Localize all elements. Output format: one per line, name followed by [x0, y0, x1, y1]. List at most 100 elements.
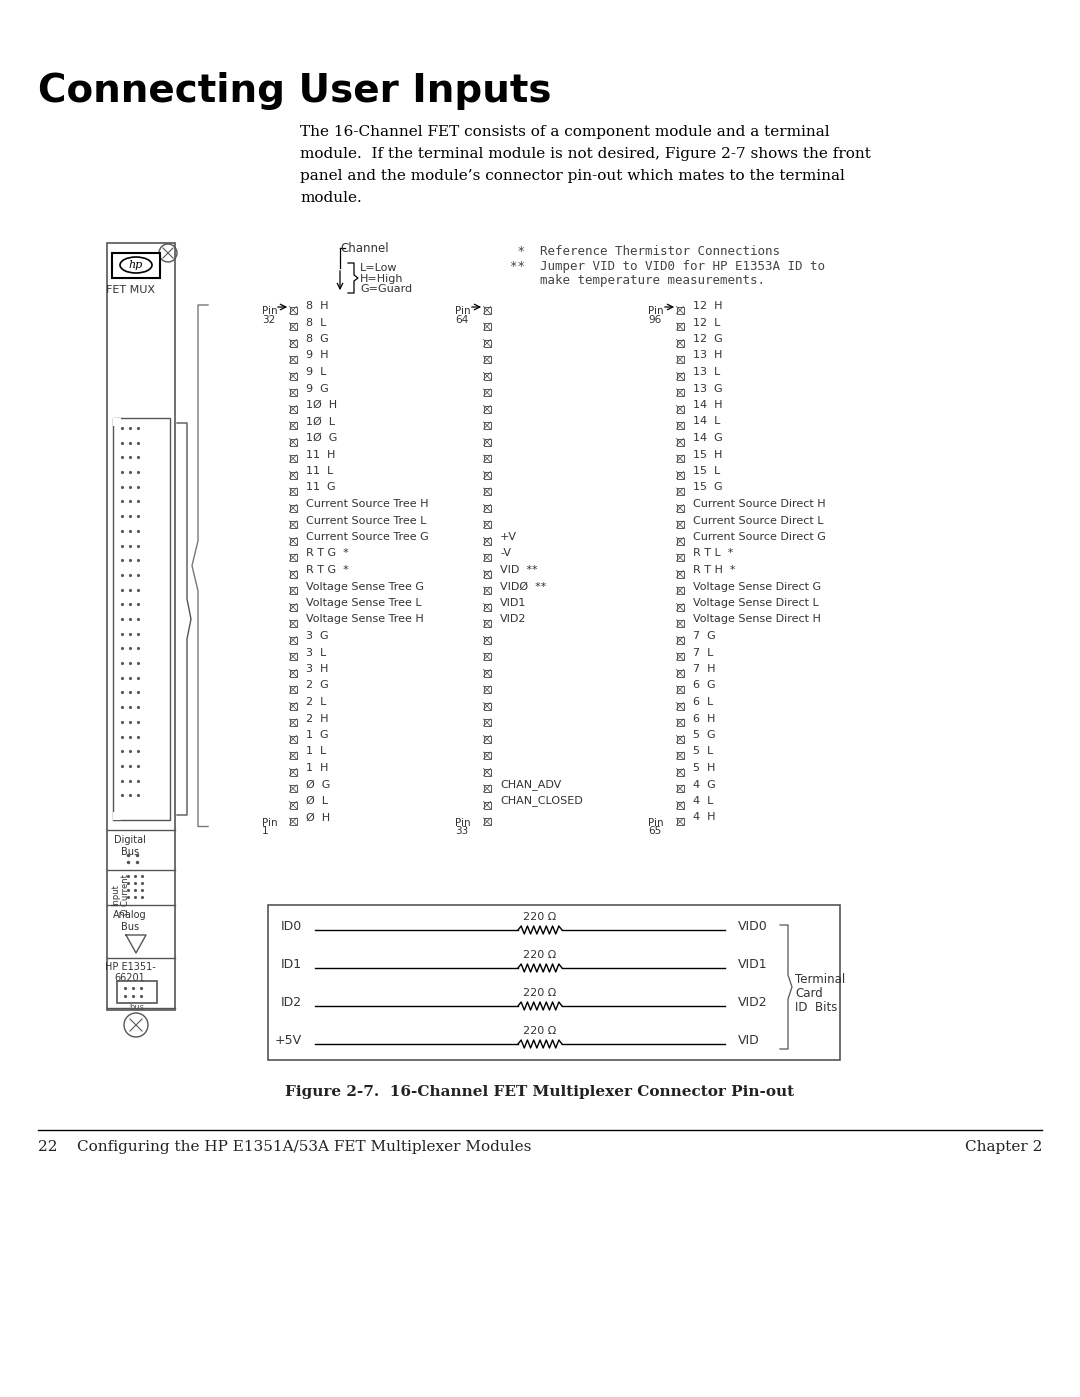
Bar	[289, 472, 297, 479]
Text: -V: -V	[500, 549, 511, 559]
Text: Ω Current: Ω Current	[121, 875, 131, 915]
Bar	[112, 253, 160, 278]
Text: 5  G: 5 G	[693, 731, 716, 740]
Bar	[484, 388, 490, 395]
Bar	[676, 373, 684, 380]
Text: 8  H: 8 H	[306, 300, 328, 312]
Bar	[117, 981, 157, 1003]
Text: Pin: Pin	[262, 817, 278, 827]
Text: H=High: H=High	[360, 274, 404, 284]
Bar	[676, 768, 684, 775]
Bar	[676, 587, 684, 594]
Bar	[484, 703, 490, 710]
Bar	[484, 323, 490, 330]
Text: 65: 65	[648, 827, 661, 837]
Bar	[107, 243, 175, 1010]
Bar	[289, 538, 297, 545]
Text: 13  H: 13 H	[693, 351, 723, 360]
Text: 14  H: 14 H	[693, 400, 723, 409]
Text: Voltage Sense Direct H: Voltage Sense Direct H	[693, 615, 821, 624]
Text: VID1: VID1	[500, 598, 526, 608]
Text: FET MUX: FET MUX	[106, 285, 154, 295]
Bar	[289, 652, 297, 659]
Text: Input: Input	[111, 884, 121, 905]
Bar	[113, 812, 121, 820]
Text: 64: 64	[455, 314, 469, 326]
Text: 1  G: 1 G	[306, 731, 328, 740]
Text: Pin: Pin	[455, 306, 471, 316]
Text: Voltage Sense Tree H: Voltage Sense Tree H	[306, 615, 423, 624]
Text: make temperature measurements.: make temperature measurements.	[510, 274, 765, 286]
Text: Ø  H: Ø H	[306, 813, 330, 823]
Text: Voltage Sense Direct L: Voltage Sense Direct L	[693, 598, 819, 608]
Bar	[289, 504, 297, 511]
Bar	[676, 504, 684, 511]
Bar	[676, 555, 684, 562]
Bar	[289, 339, 297, 346]
Bar	[289, 488, 297, 495]
Bar	[484, 802, 490, 809]
Bar	[676, 620, 684, 627]
Bar	[484, 819, 490, 826]
Bar	[484, 555, 490, 562]
Text: CHAN_ADV: CHAN_ADV	[500, 780, 562, 789]
Bar	[289, 439, 297, 446]
Text: 15  H: 15 H	[693, 450, 723, 460]
Text: Pin: Pin	[455, 817, 471, 827]
Bar	[676, 388, 684, 395]
Text: hp: hp	[129, 260, 144, 270]
Bar	[289, 306, 297, 313]
Bar	[289, 719, 297, 726]
Bar	[676, 538, 684, 545]
Bar	[484, 439, 490, 446]
Bar	[484, 686, 490, 693]
Text: ID1: ID1	[281, 957, 302, 971]
Text: 7  G: 7 G	[693, 631, 716, 641]
Text: Digital
Bus: Digital Bus	[114, 835, 146, 856]
Text: 12  L: 12 L	[693, 317, 720, 327]
Text: 11  L: 11 L	[306, 467, 334, 476]
Text: 2  G: 2 G	[306, 680, 328, 690]
Text: ID  Bits: ID Bits	[795, 1002, 837, 1014]
Text: 6  H: 6 H	[693, 714, 715, 724]
Bar	[484, 504, 490, 511]
Bar	[484, 652, 490, 659]
Bar	[484, 637, 490, 644]
Text: VID  **: VID **	[500, 564, 538, 576]
Text: 5  H: 5 H	[693, 763, 715, 773]
Bar	[484, 488, 490, 495]
Text: *  Reference Thermistor Connections: * Reference Thermistor Connections	[510, 244, 780, 258]
Text: panel and the module’s connector pin-out which mates to the terminal: panel and the module’s connector pin-out…	[300, 169, 845, 183]
Text: R T G  *: R T G *	[306, 564, 349, 576]
Text: Current Source Tree L: Current Source Tree L	[306, 515, 427, 525]
Bar	[484, 587, 490, 594]
Text: Current Source Direct G: Current Source Direct G	[693, 532, 826, 542]
Bar	[289, 703, 297, 710]
Bar	[676, 652, 684, 659]
Text: 15  G: 15 G	[693, 482, 723, 493]
Bar	[484, 620, 490, 627]
Text: Connecting User Inputs: Connecting User Inputs	[38, 73, 552, 110]
Text: VID0: VID0	[738, 919, 768, 933]
Text: Pin: Pin	[262, 306, 278, 316]
Text: Figure 2-7.  16-Channel FET Multiplexer Connector Pin-out: Figure 2-7. 16-Channel FET Multiplexer C…	[285, 1085, 795, 1099]
Bar	[676, 819, 684, 826]
Text: 8  L: 8 L	[306, 317, 326, 327]
Bar	[484, 405, 490, 412]
Text: 12  G: 12 G	[693, 334, 723, 344]
Text: 1Ø  L: 1Ø L	[306, 416, 335, 426]
Text: ID2: ID2	[281, 996, 302, 1009]
Text: Voltage Sense Tree L: Voltage Sense Tree L	[306, 598, 421, 608]
Text: 220 Ω: 220 Ω	[524, 988, 556, 997]
Text: 14  G: 14 G	[693, 433, 723, 443]
Text: R T L  *: R T L *	[693, 549, 733, 559]
Bar	[289, 735, 297, 742]
Bar	[289, 405, 297, 412]
Bar	[676, 802, 684, 809]
Text: 7  L: 7 L	[693, 647, 714, 658]
Bar	[676, 439, 684, 446]
Text: module.: module.	[300, 191, 362, 205]
Text: 9  G: 9 G	[306, 384, 328, 394]
Text: 13  L: 13 L	[693, 367, 720, 377]
Text: Analog
Bus: Analog Bus	[113, 909, 147, 932]
